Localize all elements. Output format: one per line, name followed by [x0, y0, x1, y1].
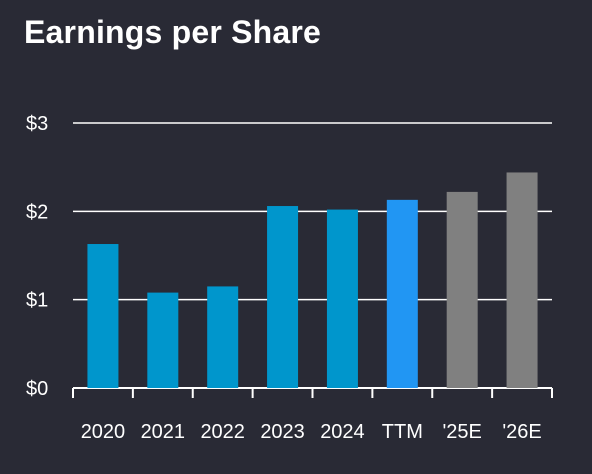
x-tick-label-5: TTM	[382, 421, 423, 443]
y-tick-label-3: $3	[26, 113, 48, 135]
bar-4	[326, 209, 358, 388]
x-tick-label-6: '25E	[442, 421, 481, 443]
x-tick-label-4: 2024	[320, 421, 365, 443]
y-tick-label-1: $1	[26, 290, 48, 312]
bar-6	[446, 191, 478, 388]
chart-title: Earnings per Share	[24, 14, 322, 50]
y-tick-label-2: $2	[26, 201, 48, 223]
bar-7	[506, 172, 538, 388]
bar-5	[386, 199, 418, 388]
bar-1	[147, 292, 179, 388]
x-tick-label-0: 2020	[81, 421, 126, 443]
bar-0	[87, 244, 119, 388]
x-tick-label-7: '26E	[502, 421, 541, 443]
x-tick-label-2: 2022	[200, 421, 245, 443]
x-tick-label-1: 2021	[141, 421, 186, 443]
bar-3	[267, 206, 299, 388]
y-tick-label-0: $0	[26, 378, 48, 400]
x-tick-label-3: 2023	[260, 421, 305, 443]
bar-2	[207, 286, 239, 388]
